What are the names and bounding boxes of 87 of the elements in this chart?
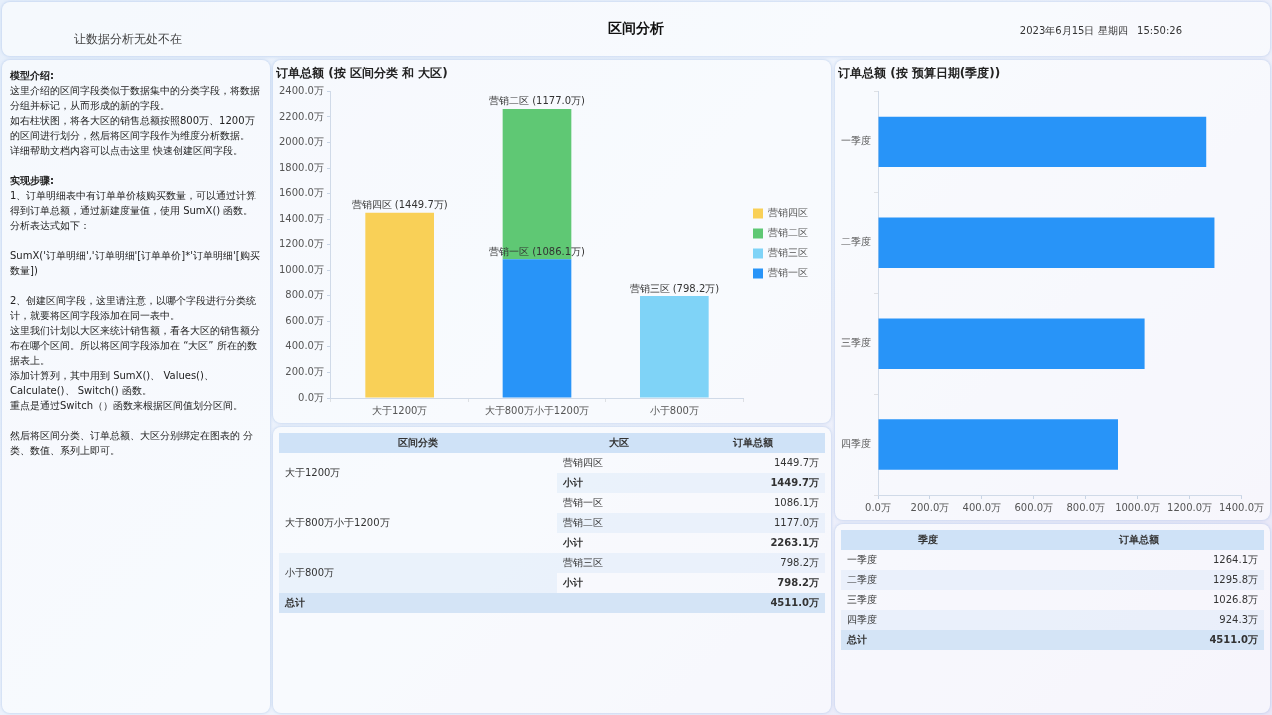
text: 重点是通过Switch（）函数来根据区间值划分区间。 bbox=[10, 399, 245, 413]
text: 营销二区 bbox=[562, 517, 603, 528]
y-tick-label: 二季度 bbox=[841, 236, 871, 248]
text: 如右柱状图，将各大区的销售总额按照800万、1200万的区间进行划分，然后将区间字段作为维度分析数据。 bbox=[10, 114, 256, 143]
y-tick-label: 2200.0万 bbox=[278, 110, 324, 122]
text: 4511.0万 bbox=[1209, 634, 1258, 645]
x-tick-label: 0.0万 bbox=[865, 501, 891, 513]
text: 营销三区 bbox=[562, 557, 603, 568]
data-label: 营销四区 (1449.7万) bbox=[351, 199, 448, 211]
y-tick-label: 1600.0万 bbox=[278, 187, 324, 199]
y-tick-label: 一季度 bbox=[841, 135, 871, 147]
x-tick-label: 1000.0万 bbox=[1115, 501, 1161, 513]
text: 798.2万 bbox=[777, 577, 819, 588]
text: 大于800万小于1200万 bbox=[285, 517, 390, 528]
chart-title: 订单总额 (按 区间分类 和 大区) bbox=[275, 66, 448, 81]
bar bbox=[878, 318, 1145, 369]
x-tick-label: 600.0万 bbox=[1014, 501, 1054, 513]
text: 然后将区间分类、订单总额、大区分别绑定在图表的 分类、数值、系列上即可。 bbox=[10, 429, 255, 458]
legend-label: 营销四区 bbox=[768, 207, 808, 219]
y-tick-label: 2000.0万 bbox=[278, 136, 324, 148]
x-tick-label: 400.0万 bbox=[962, 501, 1002, 513]
x-tick-label: 大于800万小于1200万 bbox=[484, 404, 590, 416]
text: 798.2万 bbox=[780, 557, 819, 568]
text: 1、订单明细表中有订单单价核购买数量，可以通过计算得到订单总额，通过新建度量值，使用 SumX() 函数。 bbox=[10, 189, 258, 218]
text: 1295.8万 bbox=[1213, 574, 1258, 585]
legend-label: 营销三区 bbox=[768, 247, 808, 259]
text: 924.3万 bbox=[1219, 614, 1258, 625]
y-tick-label: 200.0万 bbox=[285, 366, 324, 378]
x-tick-label: 1400.0万 bbox=[1219, 501, 1264, 513]
data-label: 营销三区 (798.2万) bbox=[629, 282, 720, 294]
text: 分析表达式如下： bbox=[10, 219, 91, 233]
bar bbox=[878, 217, 1215, 268]
text: 4511.0万 bbox=[770, 597, 819, 608]
text: 2023年6月15日 星期四 15:50:26 bbox=[1019, 24, 1182, 38]
text: 1177.0万 bbox=[774, 517, 819, 528]
x-tick-label: 大于1200万 bbox=[371, 404, 428, 416]
legend-label: 营销二区 bbox=[768, 227, 808, 239]
y-tick-label: 800.0万 bbox=[285, 289, 324, 301]
text: 2263.1万 bbox=[770, 537, 819, 548]
y-tick-label: 三季度 bbox=[841, 337, 871, 349]
bar bbox=[878, 116, 1207, 168]
y-tick-label: 0.0万 bbox=[298, 391, 324, 403]
text: 营销四区 bbox=[562, 457, 603, 468]
y-tick-label: 1200.0万 bbox=[278, 238, 324, 250]
text: SumX('订单明细','订单明细'[订单单价]*'订单明细'[购买数量]) bbox=[10, 249, 261, 278]
text: 小计 bbox=[562, 577, 583, 588]
text: 营销一区 bbox=[562, 497, 603, 508]
category-label: 订单总额 bbox=[731, 436, 774, 450]
text: 详细帮助文档内容可以点击这里 快速创建区间字段。 bbox=[10, 144, 245, 158]
text: 总计 bbox=[847, 634, 867, 645]
text: 实现步骤: bbox=[10, 174, 55, 188]
text: 区间分析 bbox=[608, 20, 664, 36]
text: 1449.7万 bbox=[774, 457, 819, 468]
x-tick-label: 小于800万 bbox=[649, 404, 699, 416]
data-label: 营销二区 (1177.0万) bbox=[489, 95, 586, 107]
bar bbox=[878, 419, 1118, 470]
y-tick-label: 1000.0万 bbox=[278, 263, 324, 275]
text: 小计 bbox=[562, 537, 583, 548]
y-tick-label: 600.0万 bbox=[285, 314, 324, 326]
text: 小计 bbox=[562, 477, 583, 488]
text: 1449.7万 bbox=[770, 477, 819, 488]
y-tick-label: 400.0万 bbox=[285, 340, 324, 352]
text: 2、创建区间字段，这里请注意，以哪个字段进行分类统计，就要将区间字段添加在同一表中。 bbox=[10, 294, 258, 323]
text: 模型介绍: bbox=[10, 69, 55, 83]
text: 添加计算列，其中用到 SumX()、 Values()、 Calculate()、 Switch() 函数。 bbox=[10, 369, 215, 398]
category-label: 区间分类 bbox=[396, 436, 439, 450]
x-tick-label: 800.0万 bbox=[1066, 501, 1106, 513]
y-tick-label: 四季度 bbox=[841, 438, 871, 450]
text: 总计 bbox=[285, 597, 305, 608]
category-label: 季度 bbox=[916, 533, 939, 547]
text: 1026.8万 bbox=[1213, 594, 1258, 605]
text: 1086.1万 bbox=[774, 497, 819, 508]
y-tick-label: 1800.0万 bbox=[278, 161, 324, 173]
text: 让数据分析无处不在 bbox=[74, 31, 182, 48]
chart-title: 订单总额 (按 预算日期(季度)) bbox=[837, 66, 1001, 81]
text: 这里我们计划以大区来统计销售额，看各大区的销售额分布在哪个区间。所以将区间字段添加在 “大区” 所在的数据表上。 bbox=[10, 324, 261, 368]
y-tick-label: 2400.0万 bbox=[278, 84, 324, 96]
text: 大于1200万 bbox=[285, 467, 341, 478]
text: 1264.1万 bbox=[1213, 554, 1258, 565]
category-label: 订单总额 bbox=[1118, 533, 1161, 547]
text: 这里介绍的区间字段类似于数据集中的分类字段，将数据分组并标记，从而形成的新的字段。 bbox=[10, 84, 261, 113]
x-tick-label: 200.0万 bbox=[910, 501, 950, 513]
x-tick-label: 1200.0万 bbox=[1167, 501, 1213, 513]
legend-label: 营销一区 bbox=[768, 267, 808, 279]
text: 小于800万 bbox=[285, 567, 335, 578]
category-label: 大区 bbox=[607, 436, 630, 450]
y-tick-label: 1400.0万 bbox=[278, 212, 324, 224]
